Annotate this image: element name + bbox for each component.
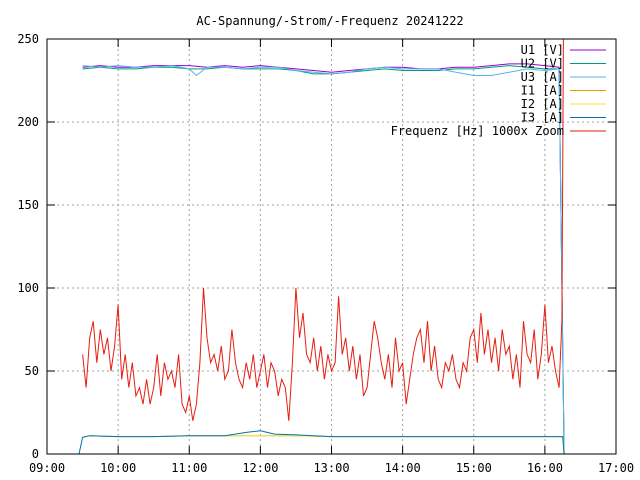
grid-lines: [47, 39, 616, 454]
y-tick-label: 100: [17, 281, 39, 295]
x-tick-label: 12:00: [242, 461, 278, 475]
series-line-3: [82, 435, 565, 455]
axis-ticks: 0 50 100 150 200 250 09:00 10:00 11:00 12:00 13:00…: [17, 32, 634, 475]
series-line-5: [78, 430, 565, 455]
series-line-4: [82, 435, 565, 455]
legend-label: Frequenz [Hz] 1000x Zoom: [391, 124, 564, 138]
legend-label: U1 [V]: [521, 43, 564, 57]
chart-title: AC-Spannung/-Strom/-Frequenz 20241222: [196, 14, 463, 28]
x-tick-label: 17:00: [598, 461, 634, 475]
y-tick-label: 50: [25, 364, 39, 378]
legend-label: U3 [A]: [521, 70, 564, 84]
x-tick-label: 14:00: [385, 461, 421, 475]
y-tick-label: 0: [32, 447, 39, 461]
y-tick-label: 150: [17, 198, 39, 212]
series-line-6: [82, 38, 564, 421]
x-tick-label: 16:00: [527, 461, 563, 475]
legend: U1 [V]U2 [V]U3 [A]I1 [A]I2 [A]I3 [A]Freq…: [391, 43, 606, 138]
x-tick-label: 10:00: [100, 461, 136, 475]
y-tick-label: 250: [17, 32, 39, 46]
series-line-2: [82, 65, 565, 455]
legend-label: I2 [A]: [521, 97, 564, 111]
x-tick-label: 13:00: [313, 461, 349, 475]
legend-label: I3 [A]: [521, 111, 564, 125]
x-tick-label: 09:00: [29, 461, 65, 475]
y-tick-label: 200: [17, 115, 39, 129]
x-tick-label: 15:00: [456, 461, 492, 475]
legend-label: I1 [A]: [521, 84, 564, 98]
series-layer: [78, 38, 565, 455]
series-line-0: [82, 63, 565, 455]
x-tick-label: 11:00: [171, 461, 207, 475]
legend-label: U2 [V]: [521, 57, 564, 71]
